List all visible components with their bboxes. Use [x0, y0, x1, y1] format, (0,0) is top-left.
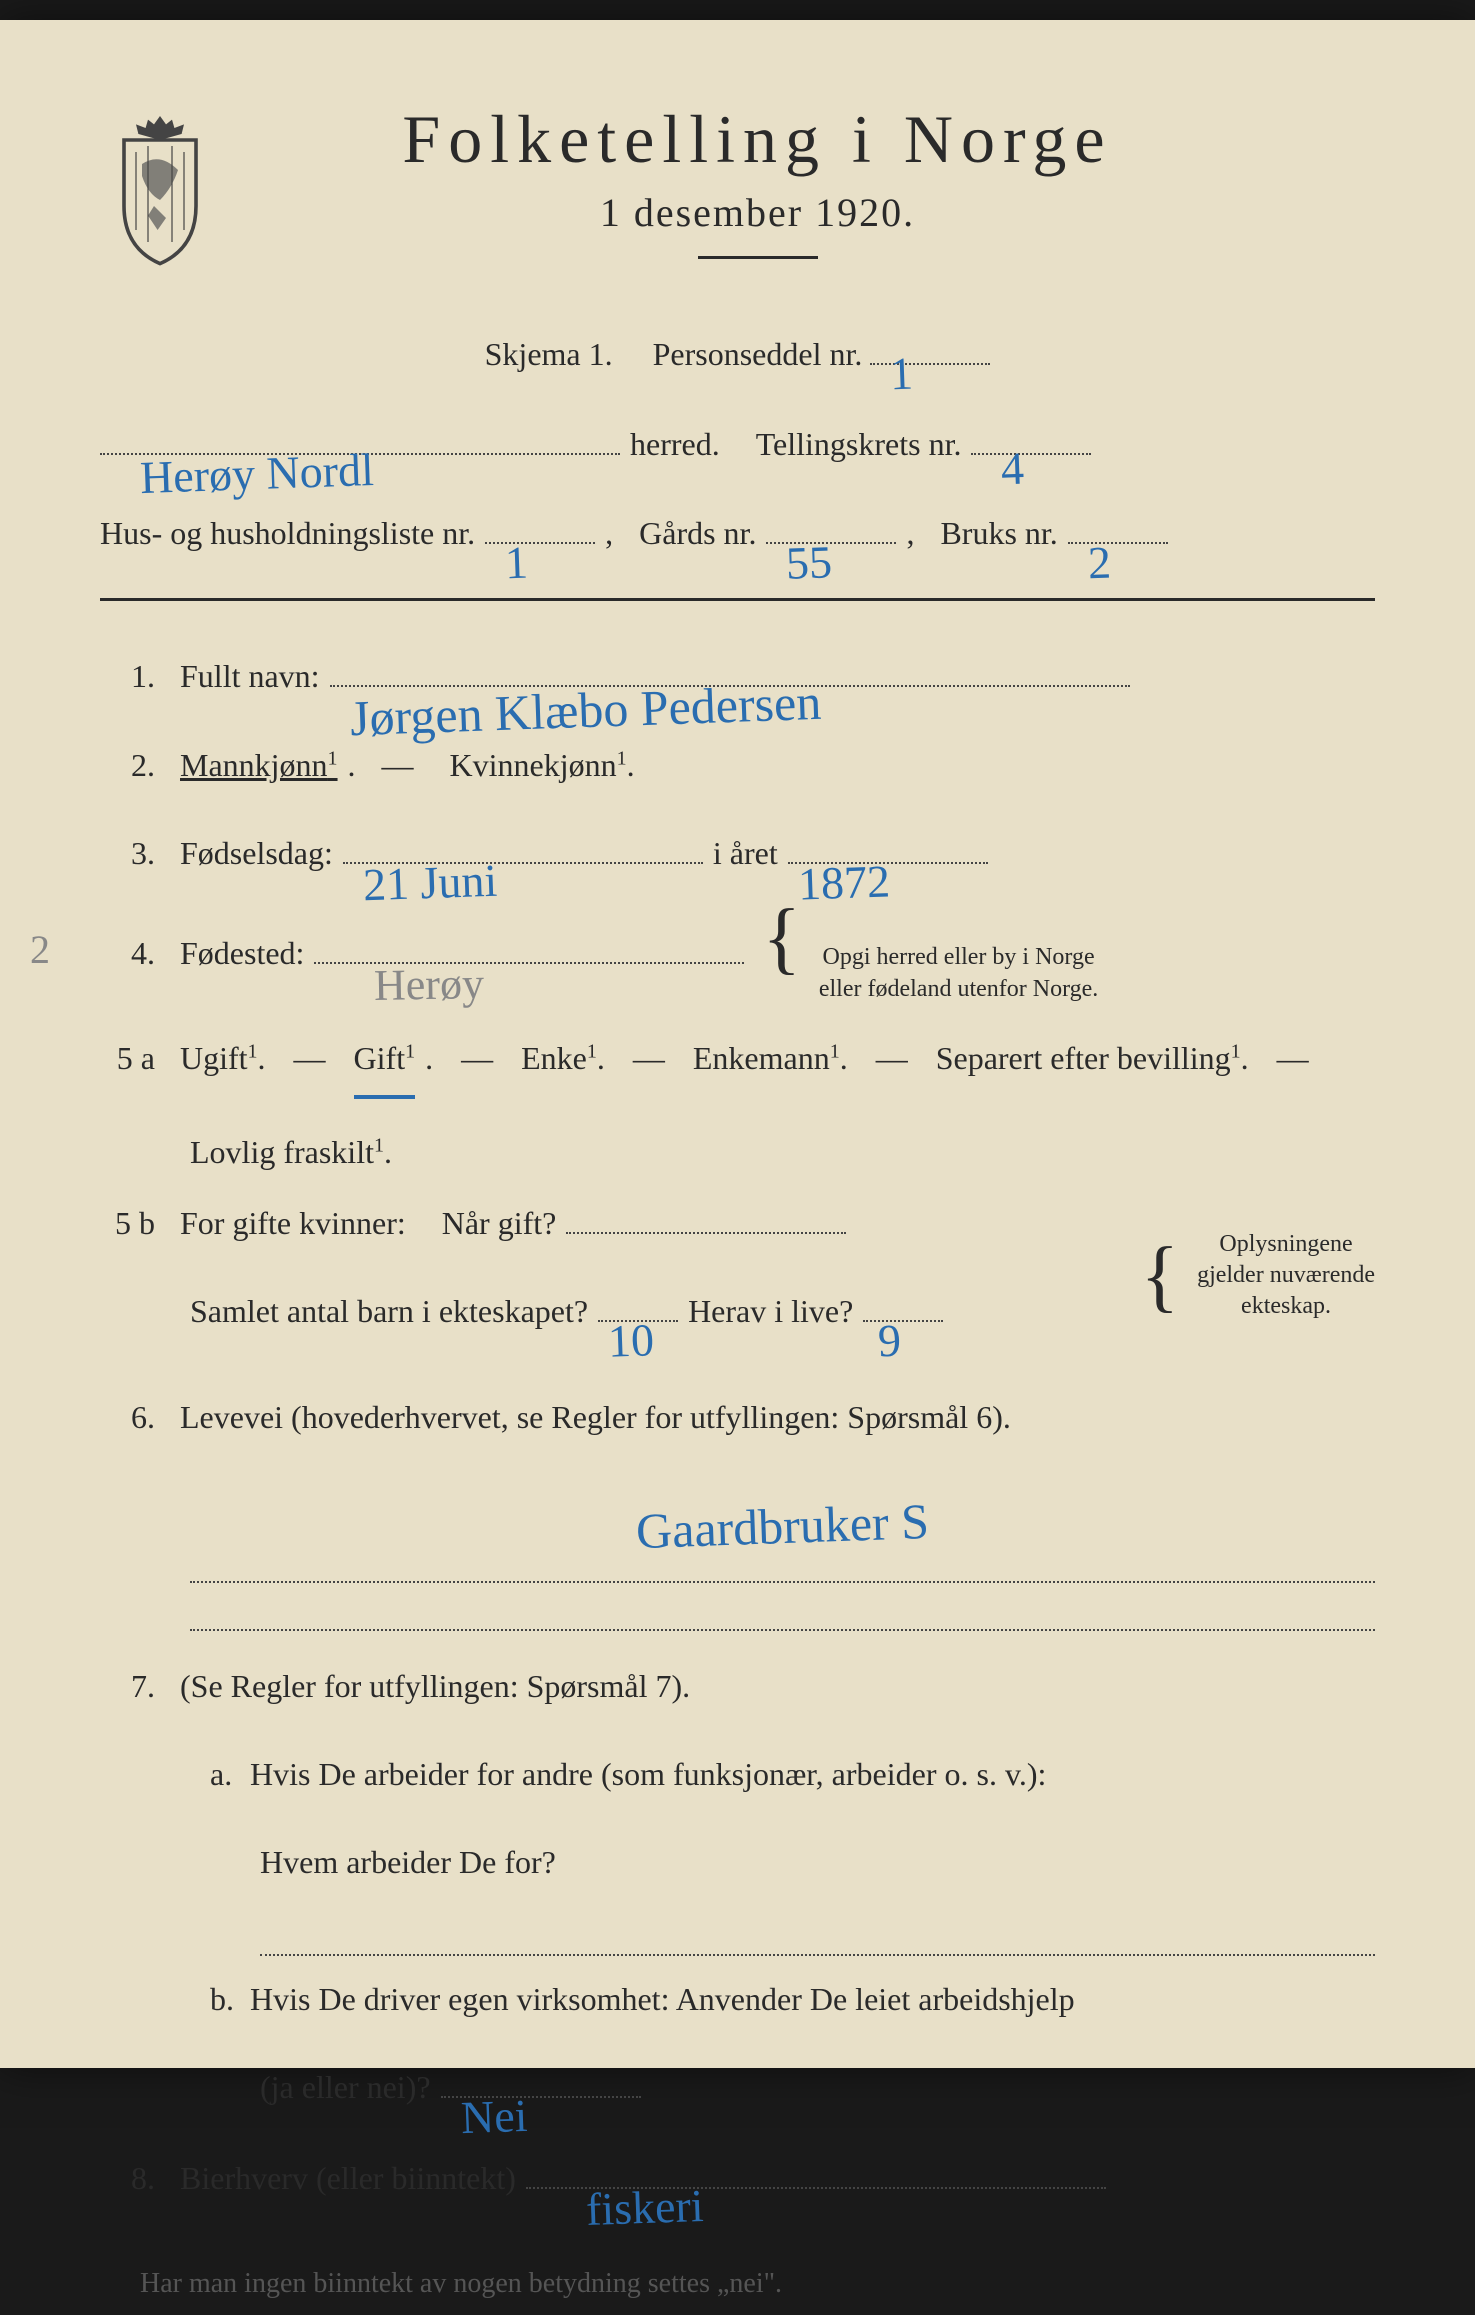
- q3-yearlabel: i året: [713, 818, 778, 888]
- q7b-letter: b.: [190, 1964, 240, 2034]
- brace-icon: {: [1141, 1244, 1179, 1308]
- personseddel-nr: 1: [889, 323, 916, 425]
- q5a-row: 5 a Ugift1. — Gift1. — Enke1. — Enkemann…: [100, 1023, 1375, 1099]
- q4-label: Fødested:: [180, 918, 304, 988]
- q7b-block: b. Hvis De driver egen virksomhet: Anven…: [100, 1964, 1375, 2123]
- gards-nr: 55: [785, 511, 835, 614]
- section-divider: [100, 598, 1375, 601]
- crest-svg: [100, 110, 220, 266]
- title-block: Folketelling i Norge 1 desember 1920.: [260, 100, 1375, 299]
- q7a-blank: [260, 1916, 1375, 1956]
- q2-mann: Mannkjønn1: [180, 730, 338, 800]
- q7a-text1: Hvis De arbeider for andre (som funksjon…: [250, 1739, 1046, 1809]
- herred-value: Herøy Nordl: [138, 419, 375, 528]
- q1-label: Fullt navn:: [180, 641, 320, 711]
- q5b-total: 10: [606, 1289, 656, 1392]
- q5a-separert: Separert efter bevilling1.: [936, 1023, 1249, 1093]
- q5a-enke: Enke1.: [521, 1023, 605, 1093]
- q4-num: 4.: [100, 918, 170, 988]
- header: Folketelling i Norge 1 desember 1920.: [100, 100, 1375, 299]
- q3-num: 3.: [100, 818, 170, 888]
- q8-value: fiskeri: [584, 2155, 705, 2260]
- q7b-value: Nei: [459, 2065, 529, 2168]
- tellingskrets-nr: 4: [1000, 418, 1027, 520]
- q7b-text1: Hvis De driver egen virksomhet: Anvender…: [250, 1964, 1075, 2034]
- q7-num: 7.: [100, 1651, 170, 1721]
- q5b-label1: For gifte kvinner:: [180, 1188, 406, 1258]
- q5a-num: 5 a: [100, 1023, 170, 1093]
- q5a-row2: Lovlig fraskilt1.: [100, 1117, 1375, 1187]
- q7-label: (Se Regler for utfyllingen: Spørsmål 7).: [180, 1651, 690, 1721]
- tellingskrets-label: Tellingskrets nr.: [756, 409, 962, 479]
- herred-line: Herøy Nordl herred. Tellingskrets nr. 4: [100, 409, 1375, 479]
- q7a-letter: a.: [190, 1739, 240, 1809]
- footer-note: Har man ingen biinntekt av nogen betydni…: [100, 2253, 1375, 2315]
- q5b-note: Oplysningene gjelder nuværende ekteskap.: [1197, 1229, 1375, 1323]
- q7-row: 7. (Se Regler for utfyllingen: Spørsmål …: [100, 1651, 1375, 1721]
- bruks-label: Bruks nr.: [940, 498, 1057, 568]
- census-form-page: Folketelling i Norge 1 desember 1920. Sk…: [0, 20, 1475, 2068]
- q5b-row: 5 b For gifte kvinner: Når gift? Samlet …: [100, 1188, 1375, 1365]
- form-body: Skjema 1. Personseddel nr. 1 Herøy Nordl…: [100, 319, 1375, 2315]
- q3-row: 3. Fødselsdag: 21 Juni i året 1872: [100, 818, 1375, 888]
- q6-label: Levevei (hovederhvervet, se Regler for u…: [180, 1382, 1011, 1452]
- q3-label: Fødselsdag:: [180, 818, 333, 888]
- schema-line: Skjema 1. Personseddel nr. 1: [100, 319, 1375, 389]
- q5a-ugift: Ugift1.: [180, 1023, 266, 1093]
- q7a-text2: Hvem arbeider De for?: [260, 1827, 556, 1897]
- q6-num: 6.: [100, 1382, 170, 1452]
- q7a-block: a. Hvis De arbeider for andre (som funks…: [100, 1739, 1375, 1956]
- q5b-label4: Herav i live?: [688, 1276, 853, 1346]
- q8-row: 8. Bierhverv (eller biinntekt) fiskeri: [100, 2143, 1375, 2213]
- q6-row: 6. Levevei (hovederhvervet, se Regler fo…: [100, 1382, 1375, 1452]
- main-title: Folketelling i Norge: [260, 100, 1255, 179]
- q7b-text2: (ja eller nei)?: [260, 2052, 431, 2122]
- q1-row: 1. Fullt navn: Jørgen Klæbo Pedersen: [100, 641, 1375, 711]
- q5b-label3: Samlet antal barn i ekteskapet?: [190, 1276, 588, 1346]
- q1-num: 1.: [100, 641, 170, 711]
- gards-label: Gårds nr.: [639, 498, 756, 568]
- q5b-label2: Når gift?: [442, 1188, 557, 1258]
- q4-value: Herøy: [374, 936, 486, 1035]
- q4-note: Opgi herred eller by i Norge eller fødel…: [819, 942, 1098, 1004]
- title-divider: [698, 256, 818, 259]
- q6-value: Gaardbruker S: [634, 1466, 931, 1586]
- q2-num: 2.: [100, 730, 170, 800]
- q5a-fraskilt: Lovlig fraskilt1.: [190, 1134, 392, 1170]
- margin-mark: 2: [30, 906, 50, 994]
- subtitle: 1 desember 1920.: [260, 189, 1255, 236]
- brace-icon: {: [762, 906, 800, 970]
- husliste-nr: 1: [503, 511, 530, 613]
- q5a-enkemann: Enkemann1.: [693, 1023, 848, 1093]
- q1-value: Jørgen Klæbo Pedersen: [348, 647, 823, 773]
- q6-value-line: Gaardbruker S: [100, 1471, 1375, 1583]
- q6-blank-line: [190, 1591, 1375, 1631]
- q4-row: 2 4. Fødested: Herøy { Opgi herred eller…: [100, 906, 1375, 1004]
- personseddel-label: Personseddel nr.: [653, 336, 863, 372]
- q8-num: 8.: [100, 2143, 170, 2213]
- bruks-nr: 2: [1086, 511, 1113, 613]
- herred-suffix: herred.: [630, 409, 720, 479]
- q5b-num: 5 b: [100, 1188, 170, 1258]
- q5b-live: 9: [877, 1290, 904, 1392]
- coat-of-arms-icon: [100, 110, 220, 260]
- schema-label: Skjema 1.: [485, 336, 613, 372]
